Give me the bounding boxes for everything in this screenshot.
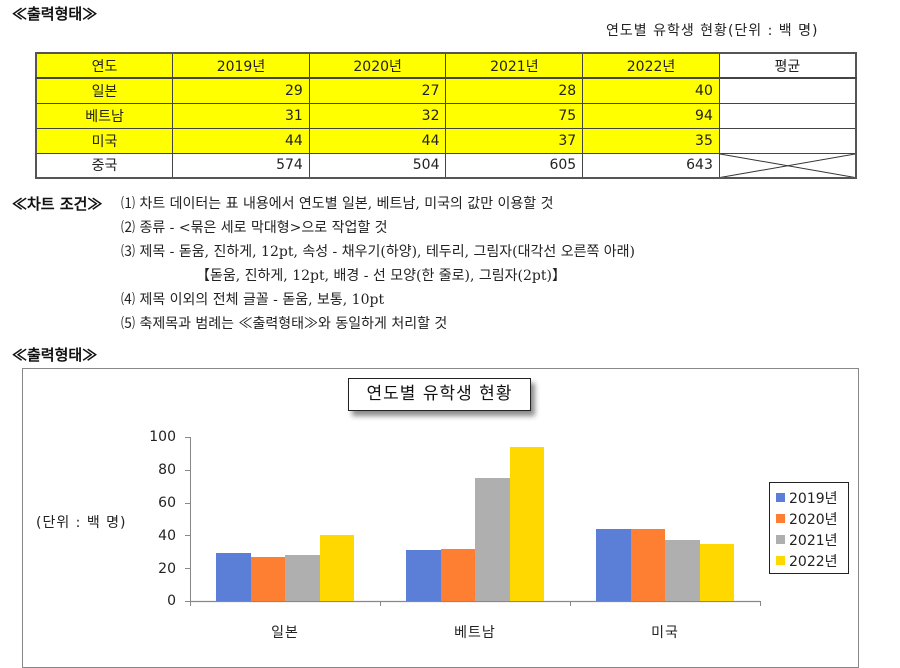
y-tick-label: 80 <box>158 462 176 478</box>
data-table: 연도 2019년 2020년 2021년 2022년 평균 일본 29 27 2… <box>35 52 857 179</box>
condition-item: ⑶ 제목 - 돋움, 진하게, 12pt, 속성 - 채우기(하양), 테두리,… <box>121 244 636 260</box>
condition-item: ⑸ 축제목과 범례는 ≪출력형태≫와 동일하게 처리할 것 <box>121 316 448 332</box>
x-category-label: 미국 <box>651 625 679 641</box>
average-cell[interactable] <box>718 127 857 154</box>
chart-axes <box>185 437 761 606</box>
bar-series <box>216 446 734 601</box>
legend-item: 2022년 <box>776 550 848 571</box>
chart-legend[interactable]: 2019년 2020년 2021년 2022년 <box>769 482 849 574</box>
header-cell-2021: 2021년 <box>445 52 584 79</box>
condition-item: ⑷ 제목 이외의 전체 글꼴 - 돋움, 보통, 10pt <box>121 292 385 308</box>
bar[interactable] <box>475 478 510 601</box>
table-row: 중국 574 504 605 643 <box>35 152 857 179</box>
output-heading: ≪출력형태≫ <box>12 346 98 364</box>
table-cell: 94 <box>582 102 720 129</box>
y-tick-label: 0 <box>167 593 176 609</box>
bar[interactable] <box>440 548 475 601</box>
y-axis-title: (단위 : 백 명) <box>36 515 127 531</box>
bar[interactable] <box>216 553 251 601</box>
bar[interactable] <box>699 543 734 601</box>
y-tick-label: 20 <box>158 561 176 577</box>
legend-label: 2021년 <box>789 532 838 549</box>
chart-title[interactable]: 연도별 유학생 현황 <box>348 378 531 411</box>
bar[interactable] <box>250 556 285 601</box>
bar[interactable] <box>285 555 320 601</box>
table-row: 미국 44 44 37 35 <box>35 127 857 154</box>
y-tick-label: 100 <box>149 429 176 445</box>
bar[interactable] <box>596 528 631 601</box>
average-cell[interactable] <box>718 102 857 129</box>
legend-swatch-icon <box>776 556 785 565</box>
table-cell: 605 <box>445 152 584 179</box>
row-label: 중국 <box>35 152 174 179</box>
x-category-label: 일본 <box>271 625 299 641</box>
table-cell: 44 <box>308 127 447 154</box>
chart-conditions-label: ≪차트 조건≫ <box>12 195 103 213</box>
cross-mark-icon <box>720 154 855 178</box>
table-cell: 504 <box>308 152 447 179</box>
table-cell: 28 <box>445 77 584 104</box>
condition-item: 【돋움, 진하게, 12pt, 배경 - 선 모양(한 줄로), 그림자(2pt… <box>196 268 566 284</box>
row-label: 베트남 <box>35 102 174 129</box>
table-row: 베트남 31 32 75 94 <box>35 102 857 129</box>
condition-item: ⑴ 차트 데이터는 표 내용에서 연도별 일본, 베트남, 미국의 값만 이용할… <box>121 196 554 212</box>
bar[interactable] <box>509 446 544 601</box>
bar[interactable] <box>406 550 441 601</box>
crossed-out-cell <box>718 152 857 179</box>
table-cell: 40 <box>582 77 720 104</box>
legend-swatch-icon <box>776 535 785 544</box>
table-cell: 29 <box>172 77 310 104</box>
bar[interactable] <box>630 528 665 601</box>
table-row: 일본 29 27 28 40 <box>35 77 857 104</box>
table-cell: 574 <box>172 152 310 179</box>
legend-item: 2020년 <box>776 508 848 529</box>
legend-swatch-icon <box>776 514 785 523</box>
table-cell: 35 <box>582 127 720 154</box>
average-cell[interactable] <box>718 77 857 104</box>
y-tick-label: 40 <box>158 528 176 544</box>
bar[interactable] <box>665 540 700 601</box>
y-tick-label: 60 <box>158 495 176 511</box>
output-heading: ≪출력형태≫ <box>12 5 98 23</box>
row-label: 일본 <box>35 77 174 104</box>
table-cell: 37 <box>445 127 584 154</box>
table-caption: 연도별 유학생 현황(단위 : 백 명) <box>606 23 819 39</box>
header-cell-year: 연도 <box>35 52 174 79</box>
x-category-label: 베트남 <box>454 625 496 641</box>
header-cell-2022: 2022년 <box>582 52 720 79</box>
legend-label: 2019년 <box>789 490 838 507</box>
table-cell: 44 <box>172 127 310 154</box>
chart-area[interactable] <box>22 368 859 668</box>
bar[interactable] <box>319 535 354 601</box>
table-cell: 643 <box>582 152 720 179</box>
legend-item: 2019년 <box>776 487 848 508</box>
legend-label: 2022년 <box>789 553 838 570</box>
legend-label: 2020년 <box>789 511 838 528</box>
condition-item: ⑵ 종류 - <묶은 세로 막대형>으로 작업할 것 <box>121 220 388 236</box>
legend-item: 2021년 <box>776 529 848 550</box>
legend-swatch-icon <box>776 493 785 502</box>
header-cell-2019: 2019년 <box>172 52 310 79</box>
table-cell: 27 <box>308 77 447 104</box>
row-label: 미국 <box>35 127 174 154</box>
header-cell-average: 평균 <box>718 52 857 79</box>
table-header-row: 연도 2019년 2020년 2021년 2022년 평균 <box>35 52 857 79</box>
header-cell-2020: 2020년 <box>308 52 447 79</box>
